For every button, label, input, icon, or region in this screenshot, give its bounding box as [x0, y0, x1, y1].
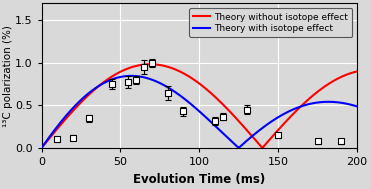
Theory with isotope effect — [129, 75, 134, 77]
Theory without isotope effect — [55, 127, 60, 129]
Theory without isotope effect — [193, 79, 197, 82]
Theory without isotope effect — [148, 63, 152, 65]
Theory with isotope effect — [193, 106, 197, 109]
Theory without isotope effect — [346, 73, 350, 75]
X-axis label: Evolution Time (ms): Evolution Time (ms) — [133, 173, 265, 186]
Theory without isotope effect — [39, 147, 44, 149]
Y-axis label: ¹³C polarization (%): ¹³C polarization (%) — [3, 25, 13, 127]
Theory without isotope effect — [355, 70, 359, 73]
Theory without isotope effect — [288, 116, 292, 118]
Line: Theory with isotope effect: Theory with isotope effect — [42, 76, 357, 148]
Theory with isotope effect — [355, 105, 359, 108]
Line: Theory without isotope effect: Theory without isotope effect — [42, 64, 357, 148]
Legend: Theory without isotope effect, Theory with isotope effect: Theory without isotope effect, Theory wi… — [189, 8, 352, 37]
Theory with isotope effect — [288, 110, 292, 112]
Theory with isotope effect — [184, 99, 189, 102]
Theory with isotope effect — [39, 147, 44, 149]
Theory without isotope effect — [346, 73, 350, 75]
Theory with isotope effect — [55, 125, 60, 127]
Theory with isotope effect — [346, 103, 350, 105]
Theory without isotope effect — [184, 74, 189, 76]
Theory with isotope effect — [346, 103, 350, 105]
